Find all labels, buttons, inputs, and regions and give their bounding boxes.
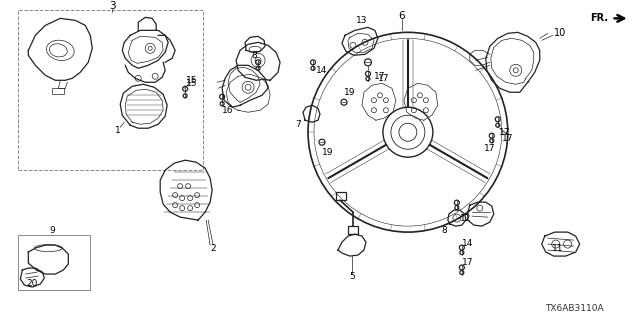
Text: 15: 15 (186, 79, 198, 88)
Text: 17: 17 (499, 128, 511, 137)
Text: 8: 8 (252, 51, 257, 60)
Text: 17: 17 (484, 144, 495, 153)
Bar (336, 192, 346, 200)
Text: 14: 14 (462, 239, 474, 248)
Text: 5: 5 (349, 272, 355, 281)
Text: 15: 15 (186, 76, 198, 85)
Text: 9: 9 (49, 226, 55, 235)
Text: 7: 7 (295, 120, 301, 129)
Text: TX6AB3110A: TX6AB3110A (545, 303, 604, 313)
Text: 11: 11 (552, 244, 563, 252)
Text: 20: 20 (27, 278, 38, 288)
Text: 17: 17 (462, 258, 474, 267)
Text: 19: 19 (323, 148, 333, 157)
Text: 17: 17 (502, 134, 513, 143)
Text: 17: 17 (374, 72, 386, 81)
Text: 14: 14 (316, 66, 328, 75)
Text: 16: 16 (222, 106, 234, 115)
Text: 3: 3 (109, 1, 116, 12)
Text: 2: 2 (211, 244, 216, 252)
Text: 6: 6 (399, 12, 405, 21)
Text: 10: 10 (554, 28, 566, 38)
Text: 13: 13 (356, 16, 368, 25)
Text: 17: 17 (378, 74, 390, 83)
Bar (52, 88, 64, 94)
Bar (19, 10, 203, 170)
Text: 19: 19 (344, 88, 356, 97)
Text: FR.: FR. (589, 13, 607, 23)
Text: 12: 12 (460, 214, 472, 223)
Text: 8: 8 (441, 226, 447, 235)
Bar (348, 226, 358, 234)
Bar (19, 235, 90, 290)
Text: 1: 1 (115, 126, 121, 135)
